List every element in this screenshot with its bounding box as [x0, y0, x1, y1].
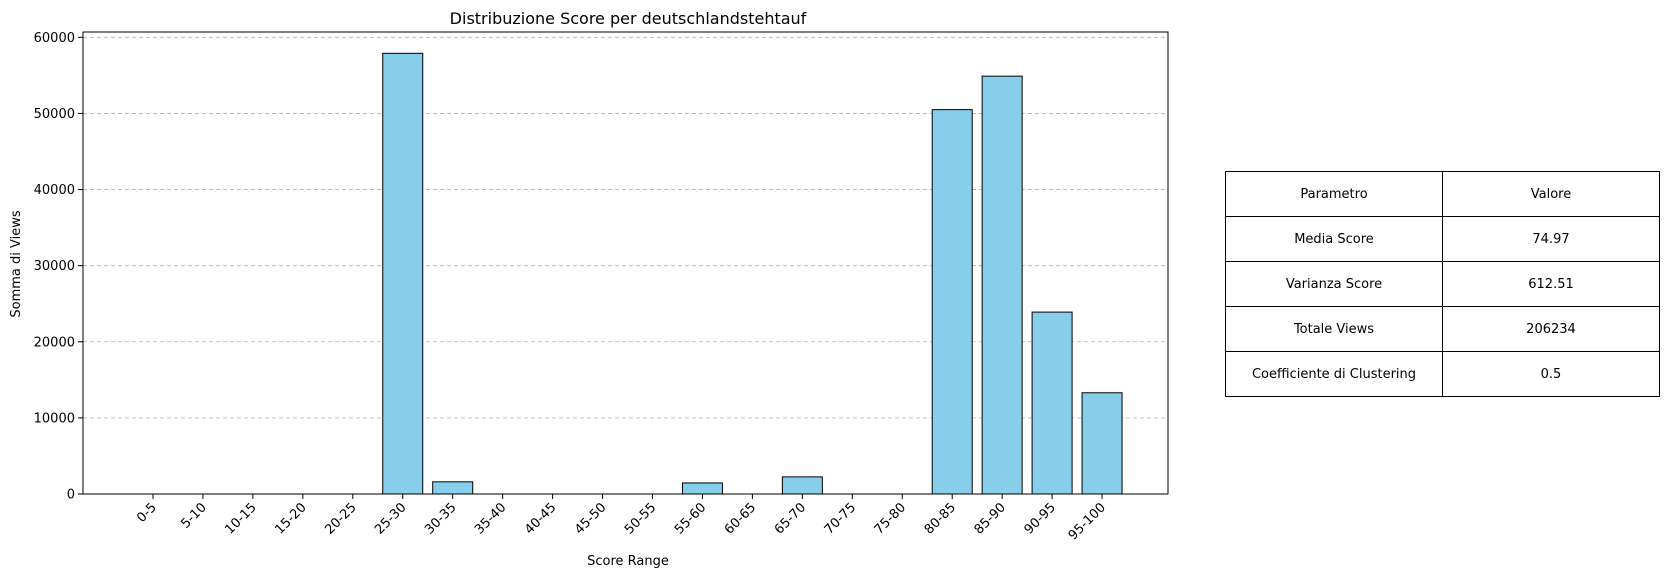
parameter-cell: Varianza Score [1225, 261, 1443, 307]
table-header-cell: Valore [1442, 171, 1660, 217]
y-axis-label: Somma di Views [9, 210, 24, 317]
plot-frame [82, 31, 1169, 495]
y-tick-label: 40000 [34, 183, 75, 198]
x-axis: 0-5 5-10 10-15 15-20 20-25 25-30 30-35 35-40 40-… [134, 494, 1109, 543]
bar [1081, 392, 1123, 495]
stats-table: Parametro Valore Media Score 74.97 Varianza … [1225, 171, 1660, 397]
bar [781, 476, 823, 495]
bar [931, 109, 973, 495]
x-tick-label: 55-60 [672, 500, 709, 537]
x-tick-label: 65-70 [772, 500, 809, 537]
x-tick-label: 30-35 [422, 500, 459, 537]
x-tick-label: 80-85 [922, 500, 959, 537]
table-row: Totale Views 206234 [1225, 306, 1660, 352]
value-cell: 206234 [1442, 306, 1660, 352]
y-axis: 0 10000 20000 30000 40000 50000 60000 [34, 31, 83, 503]
x-tick-label: 15-20 [272, 500, 309, 537]
value-cell: 0.5 [1442, 351, 1660, 397]
x-tick-label: 90-95 [1022, 500, 1059, 537]
x-tick-label: 60-65 [722, 500, 759, 537]
bar [981, 75, 1023, 495]
x-tick-label: 5-10 [178, 500, 209, 531]
value-cell: 612.51 [1442, 261, 1660, 307]
x-tick-label: 70-75 [822, 500, 859, 537]
value-cell: 74.97 [1442, 216, 1660, 262]
table-row: Coefficiente di Clustering 0.5 [1225, 351, 1660, 397]
x-tick-label: 75-80 [872, 500, 909, 537]
bar-chart: Distribuzione Score per deutschlandsteht… [9, 9, 1169, 569]
x-tick-label: 95-100 [1066, 500, 1109, 543]
table-header-row: Parametro Valore [1225, 171, 1660, 217]
bar [1031, 311, 1073, 495]
parameter-cell: Coefficiente di Clustering [1225, 351, 1443, 397]
bar [681, 482, 723, 495]
y-tick-label: 20000 [34, 335, 75, 350]
table-row: Varianza Score 612.51 [1225, 261, 1660, 307]
bar [382, 52, 424, 495]
x-tick-label: 25-30 [372, 500, 409, 537]
x-tick-label: 20-25 [322, 500, 359, 537]
parameter-cell: Totale Views [1225, 306, 1443, 352]
y-tick-label: 30000 [34, 259, 75, 274]
chart-title: Distribuzione Score per deutschlandsteht… [450, 9, 807, 28]
y-tick-label: 0 [67, 488, 75, 503]
x-tick-label: 50-55 [622, 500, 659, 537]
x-tick-label: 85-90 [972, 500, 1009, 537]
table-header-cell: Parametro [1225, 171, 1443, 217]
x-axis-label: Score Range [587, 554, 669, 569]
y-tick-label: 60000 [34, 31, 75, 46]
parameter-cell: Media Score [1225, 216, 1443, 262]
y-tick-label: 50000 [34, 107, 75, 122]
bars [382, 52, 1123, 495]
x-tick-label: 45-50 [572, 500, 609, 537]
y-tick-label: 10000 [34, 411, 75, 426]
bar [432, 481, 474, 495]
table-row: Media Score 74.97 [1225, 216, 1660, 262]
x-tick-label: 0-5 [134, 500, 160, 526]
x-tick-label: 35-40 [472, 500, 509, 537]
x-tick-label: 40-45 [522, 500, 559, 537]
x-tick-label: 10-15 [222, 500, 259, 537]
